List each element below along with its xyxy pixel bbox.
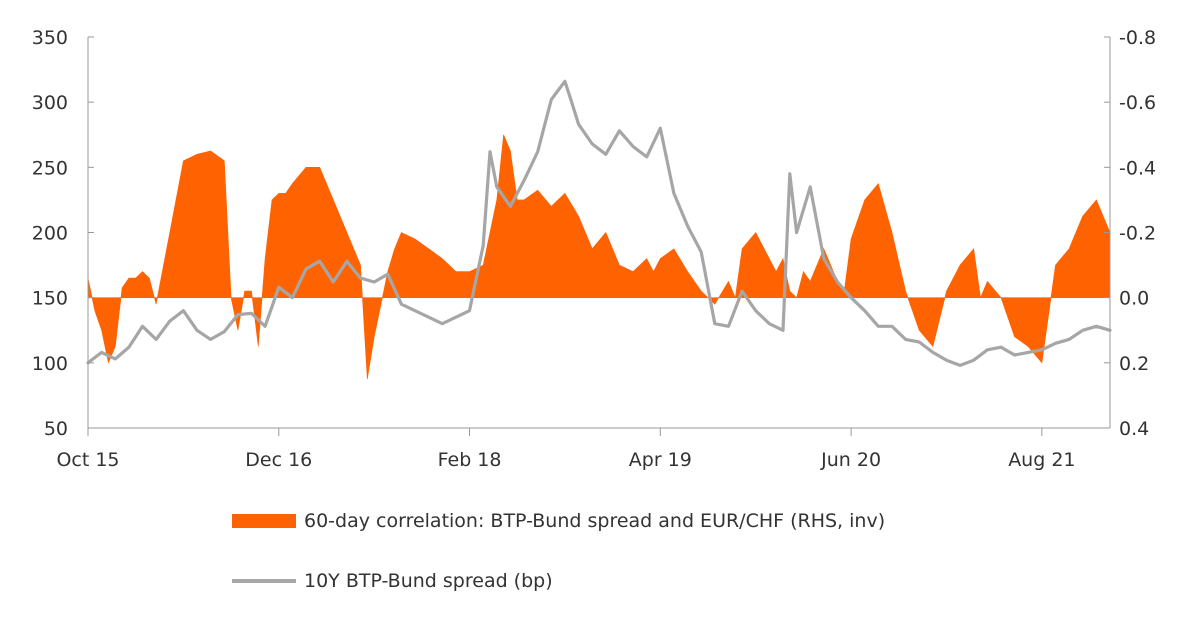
x-tick-label: Feb 18 xyxy=(438,449,502,471)
y-right-tick-label: 0.2 xyxy=(1119,353,1149,375)
legend-label-spread: 10Y BTP-Bund spread (bp) xyxy=(304,570,553,592)
legend-swatch-spread xyxy=(232,579,296,583)
y-left-tick-label: 100 xyxy=(32,353,68,375)
y-left-tick-label: 300 xyxy=(32,92,68,114)
legend-swatch-correlation xyxy=(232,514,296,528)
legend: 60-day correlation: BTP-Bund spread and … xyxy=(232,505,885,625)
legend-item-spread: 10Y BTP-Bund spread (bp) xyxy=(232,565,885,597)
y-right-tick-label: 0.4 xyxy=(1119,418,1149,440)
y-right-tick-label: -0.6 xyxy=(1119,92,1156,114)
y-right-tick-label: -0.4 xyxy=(1119,157,1156,179)
x-tick-label: Dec 16 xyxy=(245,449,312,471)
correlation-area-layer xyxy=(87,134,1111,380)
y-left-tick-label: 50 xyxy=(44,418,68,440)
y-right-tick-label: -0.2 xyxy=(1119,223,1156,245)
y-left-tick-label: 350 xyxy=(32,27,68,49)
x-tick-label: Aug 21 xyxy=(1008,449,1075,471)
legend-label-correlation: 60-day correlation: BTP-Bund spread and … xyxy=(304,510,886,532)
y-left-tick-label: 250 xyxy=(32,157,68,179)
y-left-tick-label: 150 xyxy=(32,288,68,310)
y-right-tick-label: 0.0 xyxy=(1119,288,1149,310)
axes-layer: 350 300 250 200 150 100 50 -0.8 -0.6 -0.4 -0.2 0.0 0… xyxy=(32,27,1156,471)
spread-line-layer xyxy=(86,79,1112,367)
spread-line xyxy=(86,79,1112,367)
x-tick-label: Oct 15 xyxy=(56,449,119,471)
x-tick-label: Apr 19 xyxy=(629,449,692,471)
x-tick-label: Jun 20 xyxy=(820,449,881,471)
correlation-area xyxy=(87,134,1111,380)
y-left-tick-label: 200 xyxy=(32,223,68,245)
legend-item-correlation: 60-day correlation: BTP-Bund spread and … xyxy=(232,505,885,537)
y-right-tick-label: -0.8 xyxy=(1119,27,1156,49)
